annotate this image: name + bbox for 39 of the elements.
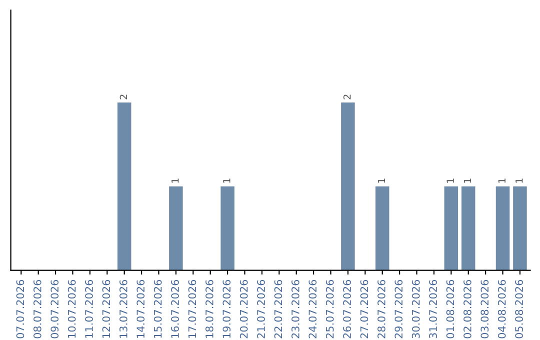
x-tick-label: 28.07.2026: [377, 280, 386, 338]
x-tick-label: 19.07.2026: [222, 280, 231, 338]
data-label: 1: [446, 178, 454, 183]
x-tick-label: 31.07.2026: [429, 280, 437, 338]
x-tick-label: 03.08.2026: [480, 280, 489, 338]
x-tick-label: 17.07.2026: [188, 280, 196, 338]
x-tick-label: 01.08.2026: [446, 280, 454, 338]
x-tick-label: 30.07.2026: [412, 280, 420, 338]
x-tick-label: 04.08.2026: [498, 280, 506, 338]
data-label: 1: [498, 178, 506, 183]
data-label: 1: [223, 178, 230, 183]
x-tick-label: 20.07.2026: [240, 280, 248, 338]
x-tick-label: 16.07.2026: [171, 280, 179, 338]
x-tick-label: 22.07.2026: [274, 280, 282, 338]
x-tick-label: 12.07.2026: [102, 280, 110, 338]
x-tick-label: 10.07.2026: [68, 280, 76, 338]
x-tick-label: 24.07.2026: [308, 280, 317, 338]
x-tick-label: 11.07.2026: [85, 280, 93, 338]
x-tick-label: 23.07.2026: [291, 280, 300, 338]
data-label: 1: [378, 178, 386, 183]
x-tick-label: 21.07.2026: [257, 280, 265, 338]
data-label: 1: [516, 178, 523, 183]
x-tick-label: 27.07.2026: [360, 280, 368, 338]
x-tick-label: 25.07.2026: [326, 280, 334, 338]
x-tick-label: 15.07.2026: [154, 280, 162, 338]
x-tick-label: 13.07.2026: [119, 280, 128, 338]
x-tick-label: 08.07.2026: [33, 280, 42, 338]
data-label: 1: [464, 178, 472, 183]
x-tick-label: 14.07.2026: [136, 280, 145, 338]
x-tick-label: 07.07.2026: [16, 280, 24, 338]
x-tick-label: 02.08.2026: [464, 280, 472, 338]
x-tick-label: 05.08.2026: [515, 280, 523, 338]
x-tick-label: 26.07.2026: [343, 280, 351, 338]
data-label: 2: [120, 94, 128, 100]
data-label: 1: [172, 178, 179, 183]
x-tick-label: 29.07.2026: [394, 280, 403, 338]
data-label: 2: [343, 94, 351, 100]
x-tick-label: 18.07.2026: [205, 280, 214, 338]
x-tick-label: 09.07.2026: [50, 280, 59, 338]
